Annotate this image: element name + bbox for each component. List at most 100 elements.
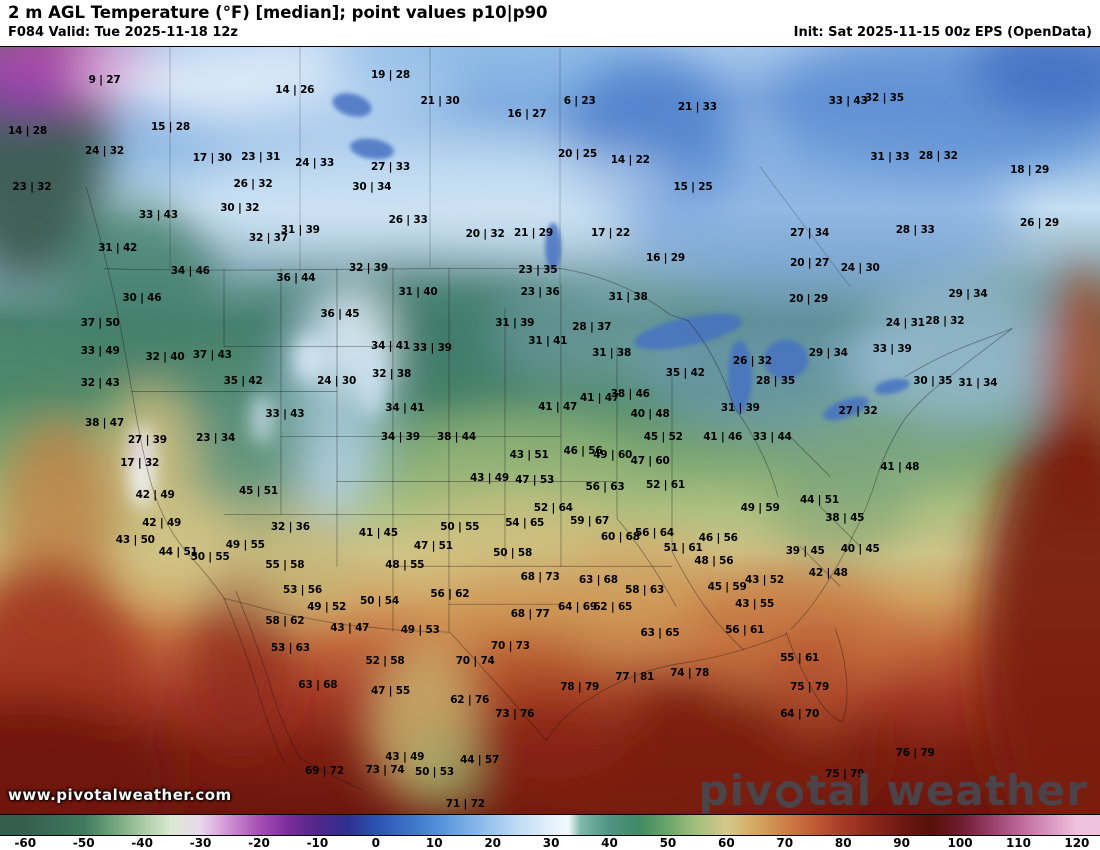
point-value: 33 | 43 [138, 208, 178, 221]
point-value: 33 | 39 [872, 342, 912, 355]
point-value: 37 | 50 [80, 316, 120, 329]
point-value: 26 | 33 [388, 213, 428, 226]
colorbar-tick-label: 70 [776, 836, 794, 850]
colorbar-tick-label: 40 [601, 836, 618, 850]
point-value: 47 | 60 [630, 454, 670, 467]
point-value: 29 | 34 [948, 287, 988, 300]
logo-text-mid: tal [806, 766, 873, 814]
point-value: 60 | 68 [600, 530, 640, 543]
point-value: 16 | 27 [507, 107, 547, 120]
point-value: 50 | 55 [440, 520, 480, 533]
colorbar-tick-label: -20 [248, 836, 270, 850]
point-value: 29 | 34 [808, 346, 848, 359]
point-value: 64 | 69 [558, 600, 597, 613]
point-value: 32 | 38 [372, 367, 412, 380]
point-value: 24 | 30 [317, 374, 357, 387]
point-value: 28 | 35 [756, 374, 795, 387]
point-value: 52 | 58 [365, 655, 405, 668]
point-value: 21 | 30 [420, 95, 460, 108]
point-value: 68 | 77 [510, 607, 550, 620]
point-value: 26 | 32 [732, 354, 772, 367]
point-value: 34 | 46 [170, 264, 210, 277]
point-value: 46 | 56 [563, 444, 603, 457]
logo-text-prefix: piv [698, 766, 774, 814]
colorbar-tick-label: 100 [947, 836, 973, 850]
point-value: 62 | 76 [450, 693, 490, 706]
point-value: 52 | 61 [646, 478, 685, 491]
point-value: 56 | 62 [430, 587, 470, 600]
point-value: 14 | 26 [275, 83, 315, 96]
point-value: 20 | 32 [465, 227, 505, 240]
point-value: 69 | 72 [305, 764, 344, 777]
point-value: 58 | 63 [625, 583, 665, 596]
point-value: 71 | 72 [445, 797, 485, 810]
point-value: 17 | 32 [120, 457, 160, 470]
point-value: 28 | 32 [918, 149, 958, 162]
point-value: 9 | 27 [88, 73, 121, 86]
map-canvas: 9 | 27 14 | 26 19 | 28 21 | 30 16 | 27 6 | 23… [0, 46, 1100, 814]
point-value: 41 | 45 [358, 527, 398, 540]
colorbar-tick-label: -10 [306, 836, 329, 850]
point-value: 31 | 39 [280, 224, 320, 237]
point-value: 44 | 51 [800, 494, 839, 507]
point-value: 23 | 35 [518, 263, 558, 276]
point-value: 45 | 59 [707, 580, 747, 593]
point-value: 16 | 29 [646, 251, 685, 264]
point-value: 24 | 33 [295, 156, 335, 169]
point-value: 63 | 65 [640, 626, 680, 639]
colorbar-gradient [0, 815, 1100, 836]
point-value: 53 | 56 [283, 583, 322, 596]
point-values-layer: 9 | 27 14 | 26 19 | 28 21 | 30 16 | 27 6 | 23… [0, 47, 1100, 814]
point-value: 33 | 44 [752, 430, 792, 443]
colorbar-ticks: -60 -50 -40 -30 -20 -10 0 10 20 30 40 50 60 70 80 90 100… [0, 836, 1100, 850]
colorbar-tick-label: 50 [659, 836, 677, 850]
point-value: 30 | 32 [220, 201, 260, 214]
pivotal-weather-logo: piv tal weather [699, 770, 1088, 812]
point-value: 36 | 45 [320, 307, 360, 320]
colorbar-tick-label: 30 [542, 836, 560, 850]
point-value: 27 | 39 [127, 434, 167, 447]
point-value: 33 | 49 [80, 344, 120, 357]
map-header: 2 m AGL Temperature (°F) [median]; point… [0, 0, 1100, 46]
point-value: 38 | 45 [825, 511, 865, 524]
point-value: 24 | 32 [85, 145, 124, 158]
point-value: 43 | 52 [745, 573, 784, 586]
point-value: 50 | 54 [360, 594, 399, 607]
point-value: 30 | 35 [913, 374, 953, 387]
point-value: 33 | 43 [265, 407, 305, 420]
point-value: 51 | 61 [663, 541, 703, 554]
point-value: 38 | 44 [437, 430, 476, 443]
point-value: 35 | 42 [223, 375, 263, 388]
point-value: 48 | 55 [385, 558, 425, 571]
point-value: 30 | 34 [352, 180, 392, 193]
point-value: 18 | 29 [1010, 163, 1050, 176]
point-value: 47 | 53 [515, 473, 555, 486]
point-value: 49 | 60 [593, 448, 633, 461]
point-value: 50 | 58 [493, 546, 533, 559]
logo-globe-icon [776, 780, 804, 808]
point-value: 73 | 74 [365, 764, 405, 777]
point-value: 43 | 55 [735, 597, 775, 610]
point-value: 34 | 39 [380, 431, 420, 444]
point-value: 31 | 33 [870, 151, 910, 164]
valid-time-label: F084 Valid: Tue 2025-11-18 12z [8, 24, 238, 40]
point-value: 44 | 51 [158, 545, 198, 558]
point-value: 28 | 32 [925, 314, 965, 327]
colorbar-tick-label: 110 [1005, 836, 1031, 850]
point-value: 33 | 39 [412, 341, 452, 354]
point-value: 31 | 41 [528, 334, 568, 347]
point-value: 27 | 32 [838, 404, 878, 417]
point-value: 68 | 73 [520, 570, 560, 583]
point-value: 35 | 42 [665, 366, 705, 379]
point-value: 77 | 81 [615, 670, 655, 683]
point-value: 78 | 79 [560, 681, 600, 694]
colorbar-tick-label: -30 [189, 836, 212, 850]
point-value: 17 | 22 [591, 227, 630, 240]
point-value: 24 | 30 [840, 261, 880, 274]
point-value: 42 | 48 [808, 566, 848, 579]
point-value: 53 | 63 [270, 642, 310, 655]
point-value: 26 | 29 [1020, 217, 1059, 230]
point-value: 49 | 52 [307, 600, 347, 613]
point-value: 32 | 35 [864, 91, 904, 104]
